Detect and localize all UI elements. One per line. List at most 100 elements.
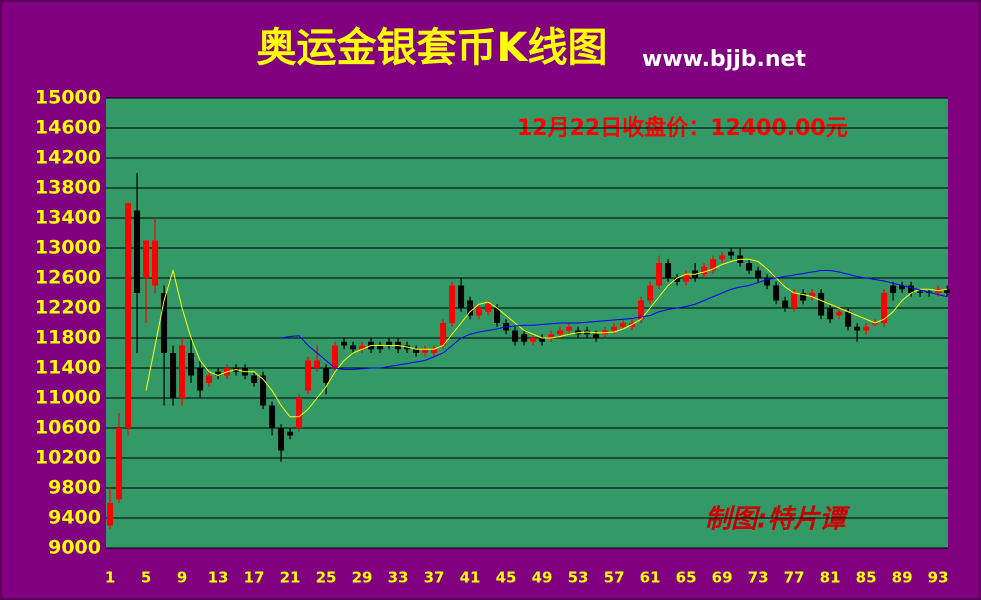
candle-body [377, 345, 384, 350]
x-tick-label: 29 [352, 569, 373, 587]
x-tick-label: 89 [892, 569, 913, 587]
y-tick-label: 10600 [35, 417, 101, 439]
x-tick-label: 37 [424, 569, 445, 587]
candle-body [593, 334, 600, 338]
y-tick-label: 11400 [35, 357, 101, 379]
candle-body [359, 345, 366, 350]
candle-body [638, 300, 645, 320]
x-tick-label: 77 [784, 569, 805, 587]
x-tick-label: 21 [280, 569, 301, 587]
candle-body [872, 323, 879, 325]
candle-body [179, 345, 186, 398]
candle-body [260, 375, 267, 406]
candle-body [683, 274, 690, 282]
y-tick-label: 9800 [48, 477, 101, 499]
candle-body [134, 210, 141, 293]
candle-body [710, 259, 717, 271]
x-tick-label: 69 [712, 569, 733, 587]
chart-title: 奥运金银套币K线图 [257, 25, 608, 71]
candle-body [827, 308, 834, 320]
x-tick-label: 53 [568, 569, 589, 587]
candle-body [143, 240, 150, 278]
candle-body [251, 375, 258, 383]
candle-body [665, 263, 672, 278]
candle-body [719, 255, 726, 260]
candle-body [755, 270, 762, 278]
candle-body [287, 431, 294, 436]
candle-body [314, 360, 321, 368]
candle-body [548, 334, 555, 338]
signature: 制图:特片谭 [705, 505, 850, 535]
x-tick-label: 65 [676, 569, 697, 587]
candle-body [701, 266, 708, 275]
y-tick-label: 12600 [35, 267, 101, 289]
candle-body [791, 293, 798, 308]
candle-body [647, 285, 654, 301]
x-tick-label: 61 [640, 569, 661, 587]
subtitle: www.bjjb.net [642, 47, 806, 72]
candle-body [422, 349, 429, 353]
candle-body [458, 285, 465, 308]
candle-body [449, 285, 456, 323]
candle-body [557, 330, 564, 335]
candle-body [530, 338, 537, 342]
candle-body [161, 293, 168, 353]
candle-body [899, 285, 906, 290]
x-tick-label: 57 [604, 569, 625, 587]
x-tick-label: 73 [748, 569, 769, 587]
candle-body [467, 300, 474, 316]
x-tick-label: 85 [856, 569, 877, 587]
x-tick-label: 9 [177, 569, 187, 587]
candle-body [440, 323, 447, 346]
candle-body [341, 341, 348, 346]
candle-body [620, 323, 627, 327]
candle-body [944, 289, 951, 293]
candle-body [188, 353, 195, 376]
candle-body [269, 405, 276, 428]
y-tick-label: 9000 [48, 537, 101, 559]
y-tick-label: 13800 [35, 177, 101, 199]
candle-body [818, 293, 825, 316]
candle-body [206, 375, 213, 383]
candle-body [512, 330, 519, 342]
y-tick-label: 12200 [35, 297, 101, 319]
candle-body [116, 428, 123, 500]
plot-area [106, 98, 948, 548]
x-tick-label: 93 [928, 569, 949, 587]
x-tick-label: 1 [105, 569, 115, 587]
candle-body [305, 360, 312, 391]
candle-body [197, 368, 204, 391]
x-tick-label: 17 [244, 569, 265, 587]
candle-body [215, 371, 222, 376]
moving-average-line [145, 258, 948, 418]
candle-body [773, 285, 780, 301]
candle-body [782, 300, 789, 308]
candle-body [332, 345, 339, 368]
x-tick-label: 81 [820, 569, 841, 587]
candle-body [350, 345, 357, 350]
y-tick-label: 11000 [35, 387, 101, 409]
x-tick-label: 25 [316, 569, 337, 587]
candle-body [494, 308, 501, 323]
candle-body [890, 285, 897, 293]
x-tick-label: 33 [388, 569, 409, 587]
x-tick-label: 49 [532, 569, 553, 587]
y-tick-label: 11800 [35, 327, 101, 349]
candle-body [863, 326, 870, 331]
moving-average-line [280, 270, 948, 370]
candle-body [386, 341, 393, 346]
candle-body [539, 338, 546, 342]
y-tick-label: 14600 [35, 117, 101, 139]
candle-body [485, 304, 492, 312]
y-tick-label: 14200 [35, 147, 101, 169]
candle-body [854, 326, 861, 331]
candle-body [809, 293, 816, 297]
y-tick-label: 9400 [48, 507, 101, 529]
candle-body [566, 326, 573, 331]
candle-body [728, 251, 735, 256]
y-tick-label: 13000 [35, 237, 101, 259]
x-tick-label: 41 [460, 569, 481, 587]
y-tick-label: 15000 [35, 87, 101, 109]
